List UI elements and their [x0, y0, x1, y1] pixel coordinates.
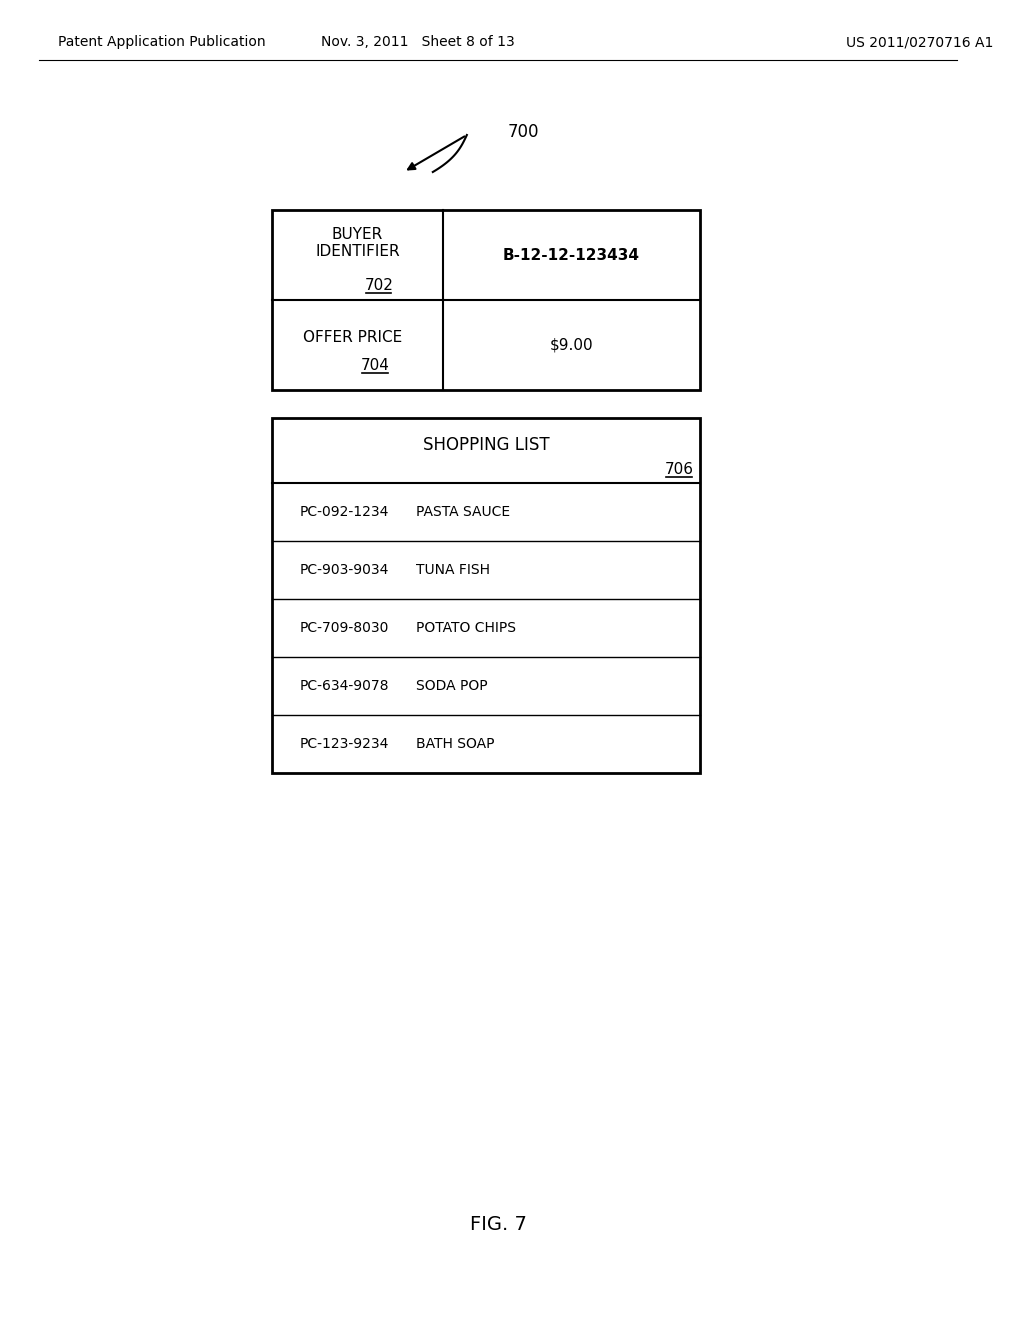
Text: 704: 704 — [360, 358, 389, 372]
Text: Patent Application Publication: Patent Application Publication — [58, 36, 266, 49]
Bar — [272, 418, 700, 774]
Text: SHOPPING LIST: SHOPPING LIST — [423, 437, 550, 454]
Text: PASTA SAUCE: PASTA SAUCE — [417, 506, 510, 519]
Text: BATH SOAP: BATH SOAP — [417, 737, 495, 751]
Text: PC-092-1234: PC-092-1234 — [300, 506, 389, 519]
Text: POTATO CHIPS: POTATO CHIPS — [417, 620, 516, 635]
Text: B-12-12-123434: B-12-12-123434 — [503, 248, 640, 263]
Text: BUYER
IDENTIFIER: BUYER IDENTIFIER — [315, 227, 399, 259]
Text: PC-903-9034: PC-903-9034 — [300, 564, 389, 577]
Text: Nov. 3, 2011   Sheet 8 of 13: Nov. 3, 2011 Sheet 8 of 13 — [322, 36, 515, 49]
Text: PC-634-9078: PC-634-9078 — [300, 678, 389, 693]
Text: US 2011/0270716 A1: US 2011/0270716 A1 — [846, 36, 993, 49]
Text: $9.00: $9.00 — [550, 338, 593, 352]
Text: TUNA FISH: TUNA FISH — [417, 564, 490, 577]
Text: PC-709-8030: PC-709-8030 — [300, 620, 389, 635]
Text: 702: 702 — [365, 277, 393, 293]
Text: SODA POP: SODA POP — [417, 678, 487, 693]
Text: FIG. 7: FIG. 7 — [470, 1216, 526, 1234]
Text: 700: 700 — [508, 123, 540, 141]
Text: PC-123-9234: PC-123-9234 — [300, 737, 389, 751]
Bar — [272, 210, 700, 389]
Text: 706: 706 — [665, 462, 693, 477]
Text: OFFER PRICE: OFFER PRICE — [303, 330, 402, 345]
